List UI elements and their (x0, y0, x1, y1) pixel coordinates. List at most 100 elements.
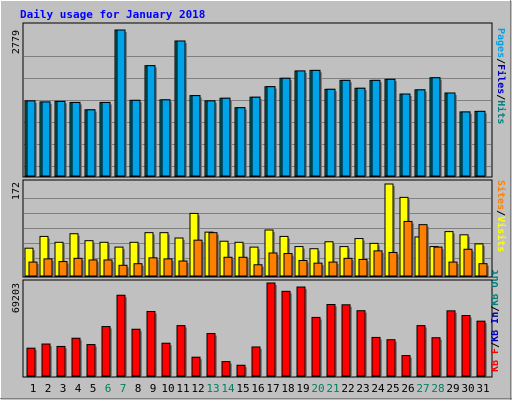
sites-bar (238, 256, 248, 277)
files-bar (431, 77, 441, 177)
day-label: 24 (371, 382, 385, 395)
sites-bar (478, 263, 488, 277)
files-bar (326, 88, 336, 177)
kbf-bar (311, 316, 321, 377)
files-bar (476, 110, 486, 177)
sites-bar (253, 264, 263, 277)
kbf-bar (86, 344, 96, 377)
panel-1-ymax-label: 2779 (11, 30, 22, 54)
panel-sites-visits: 172 Sites/Visits (11, 179, 507, 278)
sites-bar (28, 261, 38, 277)
files-bar (401, 93, 411, 177)
files-bar (356, 87, 366, 177)
kbf-bar (41, 343, 51, 377)
files-bar (446, 92, 456, 177)
files-bar (71, 101, 81, 177)
files-bar (41, 101, 51, 177)
kbf-bar (281, 290, 291, 377)
day-label: 18 (281, 382, 294, 395)
sites-bar (298, 259, 308, 277)
sites-bar (58, 261, 68, 277)
day-label: 9 (150, 382, 157, 395)
files-bar (206, 100, 216, 177)
legend-sites: Sites (495, 180, 507, 210)
sites-bar (103, 259, 113, 277)
panel-kb-traffic: 69203 KB F/KB In/KB Out (11, 270, 501, 378)
legend-kb-out: KB Out (490, 270, 501, 306)
sites-bar (358, 258, 368, 277)
kbf-bar (251, 346, 261, 377)
day-label: 27 (416, 382, 429, 395)
files-bar (266, 86, 276, 177)
legend-visits: Visits (495, 216, 507, 252)
day-label: 13 (206, 382, 219, 395)
x-axis-day-labels: 1 2 3 4 5 6 7 8 9 10 11 12 13 14 15 16 17 18 19 20 21 22 23 24 2… (30, 382, 490, 395)
day-label: 6 (105, 382, 112, 395)
files-bar (161, 99, 171, 177)
panel-2-right-legend: Sites/Visits (495, 180, 507, 252)
sites-bar (193, 239, 203, 277)
sites-bar (208, 232, 218, 277)
legend-files: Files (495, 64, 507, 94)
kbf-bar (101, 326, 111, 377)
panel-1-border (22, 22, 493, 178)
sites-bar (403, 220, 413, 277)
day-label: 22 (341, 382, 354, 395)
kbf-bar (56, 345, 66, 377)
kbf-bar (71, 337, 81, 377)
legend-kb-in: KB In (490, 312, 501, 342)
sites-bar (433, 246, 443, 277)
day-label: 8 (135, 382, 142, 395)
panel-1-bars (24, 29, 487, 177)
sites-bar (373, 250, 383, 277)
kbf-bar (296, 286, 306, 377)
kbf-bar (416, 325, 426, 377)
sites-bar (88, 259, 98, 277)
day-label: 1 (30, 382, 37, 395)
sites-bar (73, 257, 83, 277)
kbf-bar (326, 304, 336, 377)
kbf-bar (131, 328, 141, 377)
files-bar (281, 77, 291, 177)
panel-3-border (22, 279, 493, 378)
kbf-bar (476, 320, 486, 377)
files-bar (311, 69, 321, 177)
day-label: 4 (75, 382, 82, 395)
kbf-bar (356, 310, 366, 377)
kbf-bar (386, 339, 396, 377)
day-label: 25 (386, 382, 399, 395)
kbf-bar (116, 294, 126, 377)
sites-bar (43, 258, 53, 277)
day-label: 7 (120, 382, 127, 395)
panel-2-border (22, 179, 493, 278)
sites-bar (118, 264, 128, 277)
panel-3-ymax-label: 69203 (11, 283, 22, 313)
panel-3-bars (26, 282, 487, 377)
legend-sep-5: / (490, 306, 501, 312)
sites-bar (328, 261, 338, 277)
day-label: 19 (296, 382, 309, 395)
kbf-bar (146, 310, 156, 377)
day-label: 10 (161, 382, 174, 395)
sites-bar (313, 262, 323, 277)
sites-bar (418, 224, 428, 277)
panel-2-ymax-label: 172 (11, 182, 22, 200)
kbf-bar (161, 342, 171, 377)
day-label: 12 (191, 382, 204, 395)
day-label: 17 (266, 382, 279, 395)
legend-sep-2: / (495, 94, 506, 100)
kbf-bar (266, 282, 276, 377)
files-bar (236, 107, 246, 177)
files-bar (221, 97, 231, 177)
kbf-bar (221, 361, 231, 377)
day-label: 5 (90, 382, 97, 395)
day-label: 28 (431, 382, 444, 395)
kbf-bar (176, 325, 186, 377)
files-bar (146, 65, 156, 177)
sites-bar (268, 252, 278, 277)
kbf-bar (191, 356, 201, 377)
sites-bar (388, 251, 398, 277)
day-label: 31 (476, 382, 489, 395)
sites-bar (133, 263, 143, 277)
